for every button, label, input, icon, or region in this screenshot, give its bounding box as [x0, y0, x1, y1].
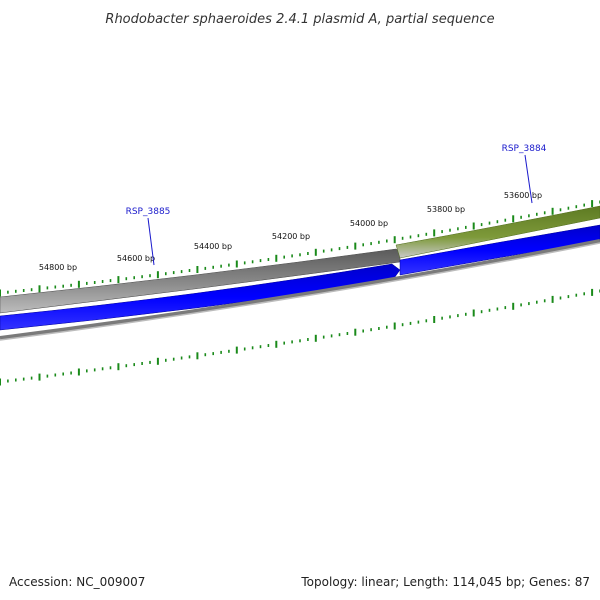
upper-scale-ticks	[0, 200, 600, 297]
sequence-line	[0, 239, 600, 340]
sequence-line-highlight	[0, 242, 600, 341]
bp-label: 53600 bp	[504, 191, 542, 200]
bp-label: 54400 bp	[194, 242, 232, 251]
gene-leader-line	[147, 217, 155, 266]
accession-text: Accession: NC_009007	[9, 575, 145, 589]
cds-band-2[interactable]	[399, 224, 600, 276]
gene-leader-line	[524, 154, 533, 204]
gene-label-rsp3884[interactable]: RSP_3884	[502, 144, 547, 154]
bp-label: 54600 bp	[117, 254, 155, 263]
bp-label: 53800 bp	[427, 205, 465, 214]
topology-text: Topology: linear; Length: 114,045 bp; Ge…	[300, 575, 590, 589]
bp-label: 54200 bp	[272, 232, 310, 241]
bp-label: 54800 bp	[39, 263, 77, 272]
gene-label-rsp3885[interactable]: RSP_3885	[126, 207, 171, 217]
lower-scale-ticks	[0, 288, 600, 386]
cds-band-1[interactable]	[0, 263, 401, 331]
gene-band-rsp3884[interactable]	[395, 205, 600, 259]
map-title: Rhodobacter sphaeroides 2.4.1 plasmid A,…	[105, 12, 494, 27]
bp-label: 54000 bp	[350, 219, 388, 228]
